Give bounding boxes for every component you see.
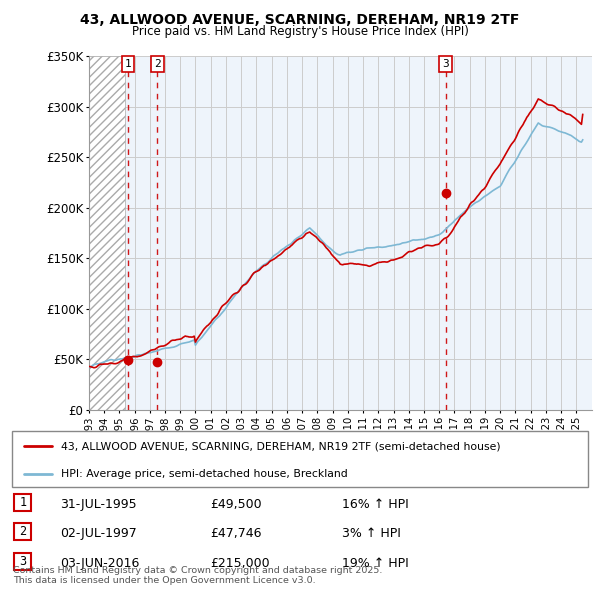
Text: 02-JUL-1997: 02-JUL-1997 bbox=[60, 527, 137, 540]
FancyBboxPatch shape bbox=[14, 553, 31, 569]
Text: 19% ↑ HPI: 19% ↑ HPI bbox=[342, 557, 409, 570]
FancyBboxPatch shape bbox=[12, 431, 588, 487]
Text: £49,500: £49,500 bbox=[210, 498, 262, 511]
Text: 3: 3 bbox=[19, 555, 26, 568]
Text: 3: 3 bbox=[442, 59, 449, 69]
Text: 3% ↑ HPI: 3% ↑ HPI bbox=[342, 527, 401, 540]
Text: 03-JUN-2016: 03-JUN-2016 bbox=[60, 557, 139, 570]
Text: 43, ALLWOOD AVENUE, SCARNING, DEREHAM, NR19 2TF: 43, ALLWOOD AVENUE, SCARNING, DEREHAM, N… bbox=[80, 13, 520, 27]
Text: Price paid vs. HM Land Registry's House Price Index (HPI): Price paid vs. HM Land Registry's House … bbox=[131, 25, 469, 38]
Text: HPI: Average price, semi-detached house, Breckland: HPI: Average price, semi-detached house,… bbox=[61, 470, 348, 480]
Text: 1: 1 bbox=[19, 496, 26, 509]
Text: £47,746: £47,746 bbox=[210, 527, 262, 540]
Text: 2: 2 bbox=[19, 525, 26, 538]
Text: 1: 1 bbox=[125, 59, 131, 69]
Text: 43, ALLWOOD AVENUE, SCARNING, DEREHAM, NR19 2TF (semi-detached house): 43, ALLWOOD AVENUE, SCARNING, DEREHAM, N… bbox=[61, 441, 500, 451]
Polygon shape bbox=[89, 56, 125, 410]
Text: 31-JUL-1995: 31-JUL-1995 bbox=[60, 498, 137, 511]
FancyBboxPatch shape bbox=[14, 523, 31, 540]
Text: Contains HM Land Registry data © Crown copyright and database right 2025.
This d: Contains HM Land Registry data © Crown c… bbox=[13, 566, 383, 585]
Text: 16% ↑ HPI: 16% ↑ HPI bbox=[342, 498, 409, 511]
FancyBboxPatch shape bbox=[14, 494, 31, 510]
Text: £215,000: £215,000 bbox=[210, 557, 269, 570]
Text: 2: 2 bbox=[154, 59, 161, 69]
